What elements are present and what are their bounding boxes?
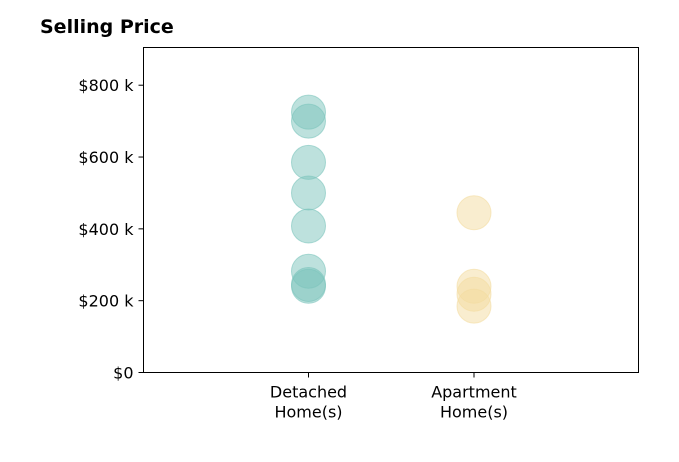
data-point-detached-7 <box>291 268 326 304</box>
points-layer <box>291 94 492 324</box>
data-point-detached-3 <box>291 175 326 211</box>
data-point-apartment-3 <box>456 288 492 324</box>
data-point-detached-4 <box>291 208 326 244</box>
x-axis: Detached Home(s) Apartment Home(s) <box>270 372 517 422</box>
data-point-detached-1 <box>291 103 326 139</box>
data-point-detached-2 <box>291 144 326 180</box>
x-tick-label: Detached Home(s) <box>270 383 347 422</box>
chart-title: Selling Price <box>40 16 174 38</box>
data-point-apartment-0 <box>456 195 492 231</box>
y-tick-label: $0 <box>113 364 133 383</box>
y-tick-label: $400 k <box>78 220 134 239</box>
y-tick-label: $600 k <box>78 148 134 167</box>
x-tick-label: Apartment Home(s) <box>431 383 517 422</box>
y-tick-label: $200 k <box>78 292 134 311</box>
plot-frame <box>143 47 639 373</box>
y-tick-label: $800 k <box>78 76 134 95</box>
y-axis: $0 $200 k $400 k $600 k $800 k <box>78 76 144 383</box>
